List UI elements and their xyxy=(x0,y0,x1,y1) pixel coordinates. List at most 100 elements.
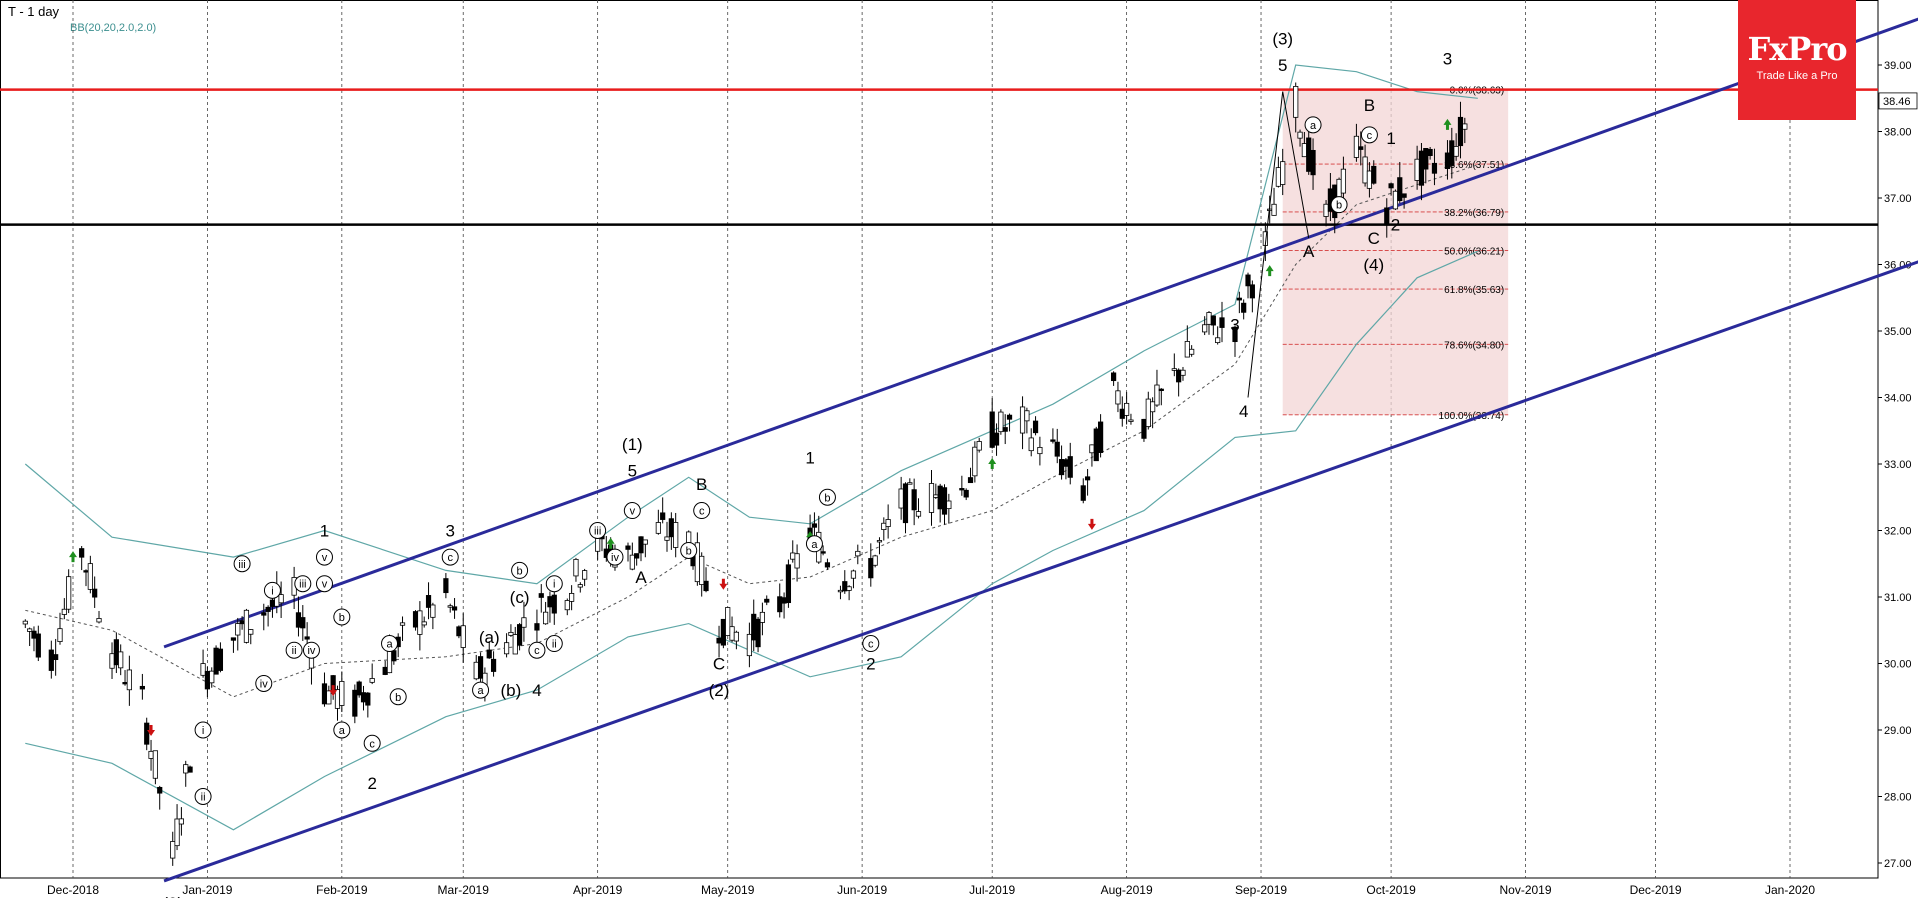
wave-label: b xyxy=(824,492,830,504)
candle-body xyxy=(1210,315,1216,326)
wave-label: b xyxy=(395,692,401,704)
candle-body xyxy=(1037,446,1043,455)
wave-label: 3 xyxy=(445,522,454,541)
candle-body xyxy=(204,670,211,690)
candle-body xyxy=(57,628,63,642)
wave-label: iv xyxy=(611,552,619,564)
candle-body xyxy=(326,690,332,705)
candle-body xyxy=(1249,284,1255,299)
candle-body xyxy=(339,681,345,706)
candle-body xyxy=(543,611,549,625)
wave-label: B xyxy=(1364,96,1375,115)
candle-body xyxy=(764,598,770,603)
signal-arrow-down xyxy=(719,578,728,590)
fib-label: 61.8%(35.63) xyxy=(1444,285,1504,296)
candle-body xyxy=(876,540,883,543)
candle-body xyxy=(66,576,72,610)
candle-body xyxy=(304,636,310,640)
candle-body xyxy=(686,531,692,544)
y-tick-label: 38.00 xyxy=(1884,127,1912,139)
candle-body xyxy=(79,548,85,558)
logo-tagline: Trade Like a Pro xyxy=(1756,70,1838,82)
candle-body xyxy=(96,618,102,623)
candle-body xyxy=(170,841,176,859)
candle-body xyxy=(53,654,59,661)
candle-body xyxy=(1032,420,1039,434)
wave-label-circle xyxy=(1304,116,1322,134)
candle-body xyxy=(820,551,826,554)
wave-label: B xyxy=(696,475,707,494)
wave-label-circle xyxy=(623,502,641,520)
candle-body xyxy=(516,624,523,646)
wave-label: (0) xyxy=(162,894,183,898)
candle-body xyxy=(1028,437,1034,452)
candle-body xyxy=(1457,116,1464,147)
x-tick-label: Aug-2019 xyxy=(1101,883,1153,897)
x-tick-label: Dec-2019 xyxy=(1630,883,1682,897)
candle-body xyxy=(1423,148,1429,170)
wave-label: c xyxy=(369,738,375,750)
candle-body xyxy=(1301,143,1307,158)
wave-label-circle xyxy=(381,635,399,653)
wave-label: 1 xyxy=(1386,129,1395,148)
candle-body xyxy=(451,606,458,611)
candle-body xyxy=(209,670,215,684)
candle-body xyxy=(1019,406,1026,434)
candle-body xyxy=(989,411,995,448)
candle-body xyxy=(1219,317,1225,328)
candle-body xyxy=(122,682,128,685)
candle-body xyxy=(386,648,393,674)
candle-body xyxy=(157,786,163,794)
candle-body xyxy=(794,553,800,569)
candle-body xyxy=(382,666,388,675)
candle-body xyxy=(35,633,41,658)
wave-label-circle xyxy=(818,488,836,506)
candle-body xyxy=(573,558,579,577)
candle-body xyxy=(243,609,250,643)
candle-body xyxy=(1444,152,1451,169)
wave-label-circle xyxy=(363,734,381,752)
candle-body xyxy=(729,626,735,641)
wave-label-circle xyxy=(511,561,529,579)
wave-label: i xyxy=(202,725,204,737)
wave-label-circle xyxy=(680,541,698,559)
wave-label: iii xyxy=(238,559,245,571)
candle-body xyxy=(629,554,635,570)
candle-body xyxy=(790,552,796,560)
candle-body xyxy=(673,522,679,548)
candle-body xyxy=(1392,190,1399,210)
candle-body xyxy=(139,685,145,690)
candle-body xyxy=(456,626,462,637)
fib-label: 50.0%(36.21) xyxy=(1444,247,1504,258)
wave-label-circle xyxy=(528,641,546,659)
wave-label-circle xyxy=(194,788,212,805)
fib-label: 0.0%(38.63) xyxy=(1450,86,1504,97)
wave-label-circle xyxy=(472,681,490,699)
candle-body xyxy=(998,411,1004,433)
wave-label-circle xyxy=(606,548,624,566)
wave-label-circle xyxy=(315,575,333,593)
candle-body xyxy=(477,656,484,679)
candle-body xyxy=(1431,162,1438,174)
candle-body xyxy=(1154,384,1160,406)
wave-label: v xyxy=(630,506,636,518)
wave-label: A xyxy=(1303,242,1315,261)
candle-body xyxy=(915,511,922,517)
wave-label: c xyxy=(868,639,874,651)
candle-body xyxy=(1275,167,1281,187)
candle-body xyxy=(265,606,271,612)
candle-body xyxy=(655,522,661,534)
candle-body xyxy=(1418,150,1425,186)
candle-body xyxy=(48,649,54,671)
candle-body xyxy=(725,607,731,637)
candle-body xyxy=(352,689,358,717)
y-tick-label: 32.00 xyxy=(1884,526,1912,538)
y-tick-label: 30.00 xyxy=(1884,659,1912,671)
x-tick-label: Apr-2019 xyxy=(573,883,623,897)
signal-arrow-up xyxy=(69,551,77,563)
x-tick-label: Jun-2019 xyxy=(837,883,887,897)
wave-label: (b) xyxy=(501,681,522,700)
candle-body xyxy=(443,578,449,594)
candle-body xyxy=(946,500,952,510)
candle-body xyxy=(733,631,739,642)
